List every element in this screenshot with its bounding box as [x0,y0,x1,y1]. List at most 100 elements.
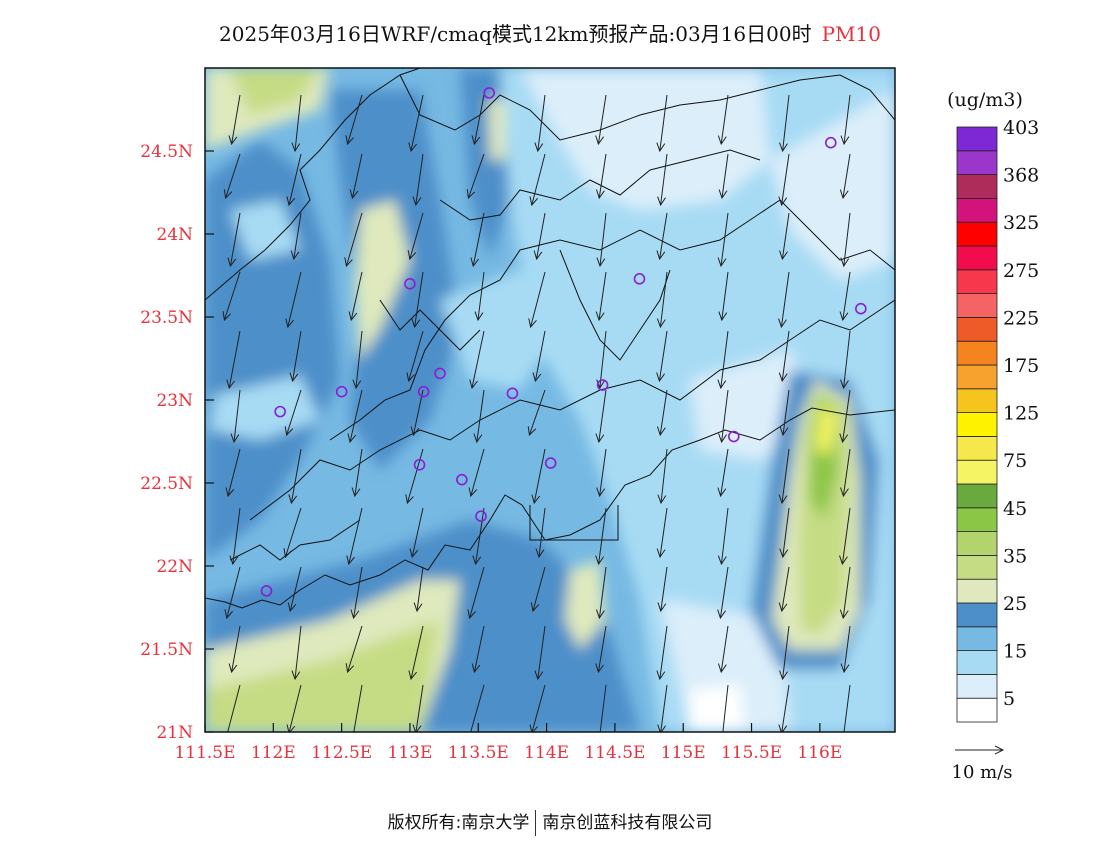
wind-arrow [661,566,668,611]
wind-arrow [287,389,302,435]
colorbar-swatch [956,650,998,675]
wind-arrow [295,94,302,151]
wind-arrow [291,448,302,503]
colorbar-swatch [956,150,998,176]
wind-arrow [354,566,363,618]
wind-arrow [409,330,424,381]
wind-arrow [289,684,302,732]
wind-arrow [843,566,851,618]
footer-left: 版权所有:南京大学 [387,813,530,833]
colorbar-swatch [956,412,998,437]
station-marker [824,136,837,149]
wind-arrow [224,271,241,320]
wind-arrow [233,507,241,564]
wind-arrow [842,507,851,564]
station-markers [260,87,867,597]
colorbar-swatch [956,316,998,342]
lat-axis: 21N 21.5N 22N 22.5N 23N 23.5N 24N 24.5N [140,142,214,743]
wind-arrow [477,389,485,442]
wind-arrow [474,94,485,144]
colorbar-label: 5 [1003,688,1015,710]
county-line-4 [559,249,671,361]
wind-arrow [843,684,851,732]
wind-arrow [782,448,790,503]
wind-arrow [599,271,607,320]
footer: 版权所有:南京大学 南京创蓝科技有限公司 [0,808,1100,836]
wind-arrow [410,212,424,259]
colorbar-swatch [956,435,998,461]
wind-arrow [535,330,546,381]
title-main: 2025年03月16日WRF/cmaq模式12km预报产品:03月16日00时 [219,22,812,46]
wind-vectors [224,94,851,732]
colorbar-swatch [956,483,998,509]
colorbar-label: 35 [1003,545,1027,567]
wind-arrow [349,507,363,564]
wind-arrow [227,566,241,618]
wind-arrow [722,153,729,198]
wind-arrow [598,94,607,144]
wind-arrow [599,153,607,198]
lat-tick-label: 24N [156,225,193,245]
field-nw-green-2 [230,68,320,115]
wind-arrow [348,94,363,144]
county-line-2 [249,299,895,521]
wind-arrow [783,94,790,151]
wind-arrow [531,271,546,327]
wind-arrow [721,625,729,672]
field-nw-light [230,200,300,260]
wind-arrow [285,507,302,557]
title-variable: PM10 [821,22,881,46]
colorbar-swatch [956,340,998,366]
wind-arrow [288,271,302,327]
wind-arrow [412,507,424,557]
wind-arrow [411,625,424,679]
wind-arrow [474,625,485,672]
province-line-1 [205,68,421,301]
colorbar-swatch [956,626,998,651]
wind-arrow [532,684,546,732]
colorbar-label: 15 [1003,641,1027,663]
wind-arrow [352,153,363,198]
wind-arrow [782,566,790,611]
lat-tick-label: 21.5N [140,640,193,660]
colorbar-swatch [956,459,998,485]
station-marker [855,302,867,315]
field-south-green [565,560,605,650]
wind-arrow [721,330,729,388]
wind-arrow [782,330,790,381]
station-marker [506,387,519,400]
colorbar-unit: (ug/m3) [947,89,1023,111]
wind-arrow [721,448,729,496]
wind-arrow [721,507,729,564]
wind-arrow [417,566,424,611]
wind-arrow [348,625,363,672]
wind-arrow [599,684,607,732]
lon-tick-label: 112E [251,743,296,763]
station-marker [633,273,646,285]
wind-arrow [228,448,241,496]
colorbar-swatch [956,245,998,271]
station-marker [434,367,446,380]
wind-arrow [539,507,546,557]
wind-arrow [538,94,546,151]
wind-arrow [538,625,546,679]
wind-arrow [844,625,851,672]
station-marker [404,277,416,290]
station-marker [335,385,348,398]
colorbar-label: 403 [1003,117,1039,139]
wind-arrow [599,389,607,442]
wind-arrow [843,271,851,320]
wind-arrow [533,566,546,611]
field-center-green [355,200,410,360]
county-line-1 [329,199,895,441]
station-marker [413,458,426,471]
wind-arrow [660,625,668,679]
field-north-green [488,100,505,160]
wind-arrow [356,330,363,388]
wind-arrow [352,684,363,732]
wind-arrow [232,625,241,672]
wind-arrow [843,153,851,198]
colorbar-swatch [956,197,998,223]
station-marker [475,510,487,523]
lat-tick-label: 21N [156,723,193,743]
